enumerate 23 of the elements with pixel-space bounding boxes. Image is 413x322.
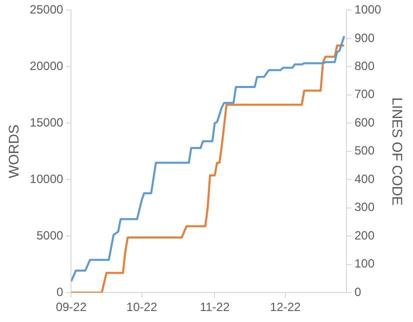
y2-tick-label: 500 [354,144,375,158]
y-tick-label: 5000 [36,228,64,242]
y2-tick-label: 900 [354,30,375,45]
x-tick-label: 09-22 [56,300,87,314]
y2-tick-label: 300 [354,200,375,214]
y2-tick-label: 100 [354,256,375,271]
y2-tick-label: 200 [354,228,375,242]
y2-tick-label: 400 [354,172,375,186]
y-tick-label: 0 [56,284,64,299]
y2-tick-label: 800 [354,58,375,73]
x-tick-label: 12-22 [270,300,301,314]
y2-tick-label: 600 [354,115,375,130]
y2-tick-label: 0 [354,284,362,299]
x-tick-label: 10-22 [126,300,158,314]
y-tick-label: 15000 [30,115,64,130]
y-tick-label: 10000 [30,172,64,186]
y2-tick-label: 700 [354,87,375,102]
y2-axis-title: LINES OF CODE [390,97,406,206]
y-axis-title: WORDS [5,124,22,178]
y-tick-label: 25000 [30,2,64,17]
y-tick-label: 20000 [30,58,64,73]
y2-tick-label: 1000 [354,2,382,17]
x-tick-label: 11-22 [200,300,230,314]
